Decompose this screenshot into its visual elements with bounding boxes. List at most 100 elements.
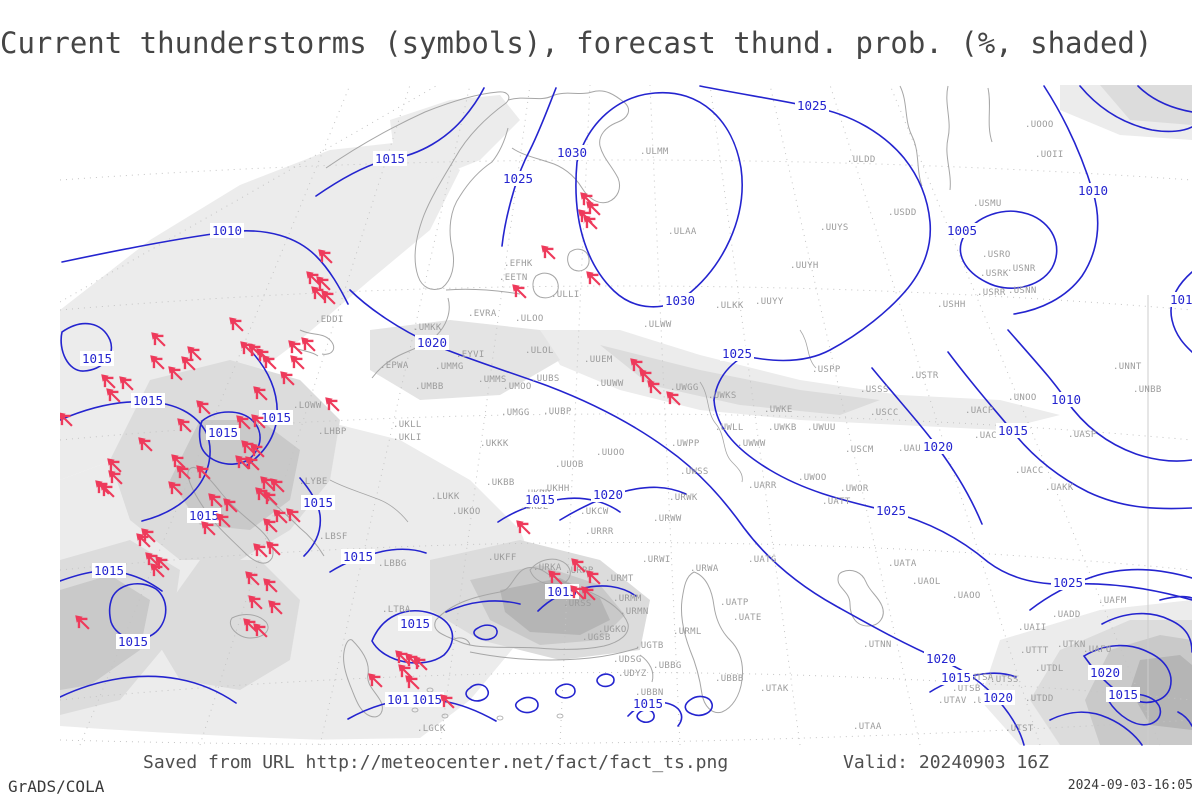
- station-label: .UWKE: [764, 405, 793, 415]
- station-label: .UWOR: [840, 484, 869, 494]
- station-label: .UUOB: [555, 460, 584, 470]
- isobar-value: 1015: [343, 549, 373, 564]
- station-label: .UGSB: [582, 633, 611, 643]
- station-label: .UBBN: [635, 688, 664, 698]
- station-label: .UUYY: [755, 297, 784, 307]
- station-label: .LUKK: [431, 492, 460, 502]
- isobar-value: 1025: [876, 503, 906, 518]
- isobar-label-chip: [720, 346, 754, 361]
- isobar-value: 1005: [947, 223, 977, 238]
- station-label: .UKKK: [480, 439, 509, 449]
- isobar-label-chip: [523, 492, 557, 507]
- station-label: .USPP: [812, 365, 841, 375]
- station-label: .UWSS: [680, 467, 709, 477]
- isobar-value: 1020: [417, 335, 447, 350]
- station-label: .LBBG: [378, 559, 407, 569]
- station-label: .UACK: [974, 431, 1003, 441]
- isobar-label-chip: [1051, 575, 1085, 590]
- station-label: .UOOO: [1025, 120, 1054, 130]
- station-label: .UDYZ: [618, 669, 647, 679]
- station-label: .USNR: [1007, 264, 1036, 274]
- isobar-value: 1015: [303, 495, 333, 510]
- station-label: .UUBS: [531, 374, 560, 384]
- isobar-label-chip: [116, 634, 150, 649]
- isobar-value: 1015: [1170, 292, 1200, 307]
- station-label: .USRR: [977, 288, 1006, 298]
- station-label: .UMMG: [435, 362, 464, 372]
- station-label: .UUBP: [543, 407, 572, 417]
- station-label: .UMBB: [415, 382, 444, 392]
- station-label: .UMOO: [503, 382, 532, 392]
- isobar-label-chip: [398, 616, 432, 631]
- station-label: .UUWW: [595, 379, 624, 389]
- station-label: .UMGG: [501, 408, 530, 418]
- station-label: .UAKK: [1045, 483, 1074, 493]
- station-label: .UWKB: [768, 423, 797, 433]
- station-label: .UAFM: [1098, 596, 1127, 606]
- station-label: .LGCK: [417, 724, 446, 734]
- station-label: .LBSF: [319, 532, 348, 542]
- station-label: .UTAA: [853, 722, 882, 732]
- isobar-label-chip: [981, 690, 1015, 705]
- station-label: .UGKO: [598, 625, 627, 635]
- station-label: .UUEM: [584, 355, 613, 365]
- isobar-value: 1015: [118, 634, 148, 649]
- isobar-label-chip: [210, 223, 244, 238]
- station-label: .USMU: [973, 199, 1002, 209]
- station-label: .UTNN: [863, 640, 892, 650]
- isobar-label-chip: [1049, 392, 1083, 407]
- isobar-label-chip: [80, 351, 114, 366]
- isobar-label-chip: [545, 584, 579, 599]
- station-label: .UASP: [1068, 430, 1097, 440]
- isobar-label-chip: [301, 495, 335, 510]
- station-label: .UATA: [888, 559, 917, 569]
- isobar-value: 1015: [525, 492, 555, 507]
- station-label: .ULDD: [847, 155, 876, 165]
- isobar-value: 1030: [665, 293, 695, 308]
- isobar-value: 1025: [797, 98, 827, 113]
- station-label: .UTSB: [952, 684, 981, 694]
- station-label: .UWOO: [798, 473, 827, 483]
- isobar-label-chip: [410, 692, 444, 707]
- station-label: .UWWW: [737, 439, 766, 449]
- station-label: .URMT: [605, 574, 634, 584]
- valid-time-text: Valid: 20240903 16Z: [843, 752, 1049, 773]
- station-label: .UKFF: [488, 553, 517, 563]
- station-label: .URSS: [563, 599, 592, 609]
- station-label: .UWUU: [807, 423, 836, 433]
- station-label: .UKHH: [541, 484, 570, 494]
- station-label: .UTTT: [1020, 646, 1049, 656]
- isobar-label-chip: [795, 98, 829, 113]
- isobar-value: 1020: [923, 439, 953, 454]
- isobar-label-chip: [996, 423, 1030, 438]
- saved-from-url-text: Saved from URL http://meteocenter.net/fa…: [143, 752, 729, 773]
- isobar-value: 1015: [941, 670, 971, 685]
- generation-timestamp: 2024-09-03-16:05: [1067, 778, 1193, 793]
- isobar-value-labels: 1010101510251030103010251020101510151015…: [80, 98, 1200, 711]
- station-label: .UKLL: [393, 420, 422, 430]
- station-label: .UKLI: [393, 433, 422, 443]
- station-label: .UKBB: [486, 478, 515, 488]
- isobar-value: 1020: [593, 487, 623, 502]
- isobar-value: 1020: [1090, 665, 1120, 680]
- station-label: .UATP: [720, 598, 749, 608]
- station-label: .UTDL: [1035, 664, 1064, 674]
- isobar-label-chip: [631, 696, 665, 711]
- station-label: .URWK: [669, 493, 698, 503]
- graticule: [60, 84, 1192, 746]
- station-label: .URKA: [533, 563, 562, 573]
- isobar-label-chip: [874, 503, 908, 518]
- isobar-label-chip: [591, 487, 625, 502]
- isobar-label-chip: [663, 293, 697, 308]
- station-label: .EPWA: [380, 361, 409, 371]
- isobar-value: 1015: [1108, 687, 1138, 702]
- isobar-label-chip: [1168, 292, 1192, 307]
- station-label: .UWKS: [708, 391, 737, 401]
- station-label: .UARR: [748, 481, 777, 491]
- station-label: .ULOL: [525, 346, 554, 356]
- station-label: .USDD: [888, 208, 917, 218]
- thunderstorm-icon: [541, 245, 556, 260]
- thunderstorm-icon: [288, 340, 303, 355]
- station-label: .UATE: [733, 613, 762, 623]
- station-labels: .ULMM .ULAA .ULKK .UUYY .UUYH .UUYS .ULDD .USDD…: [293, 120, 1161, 734]
